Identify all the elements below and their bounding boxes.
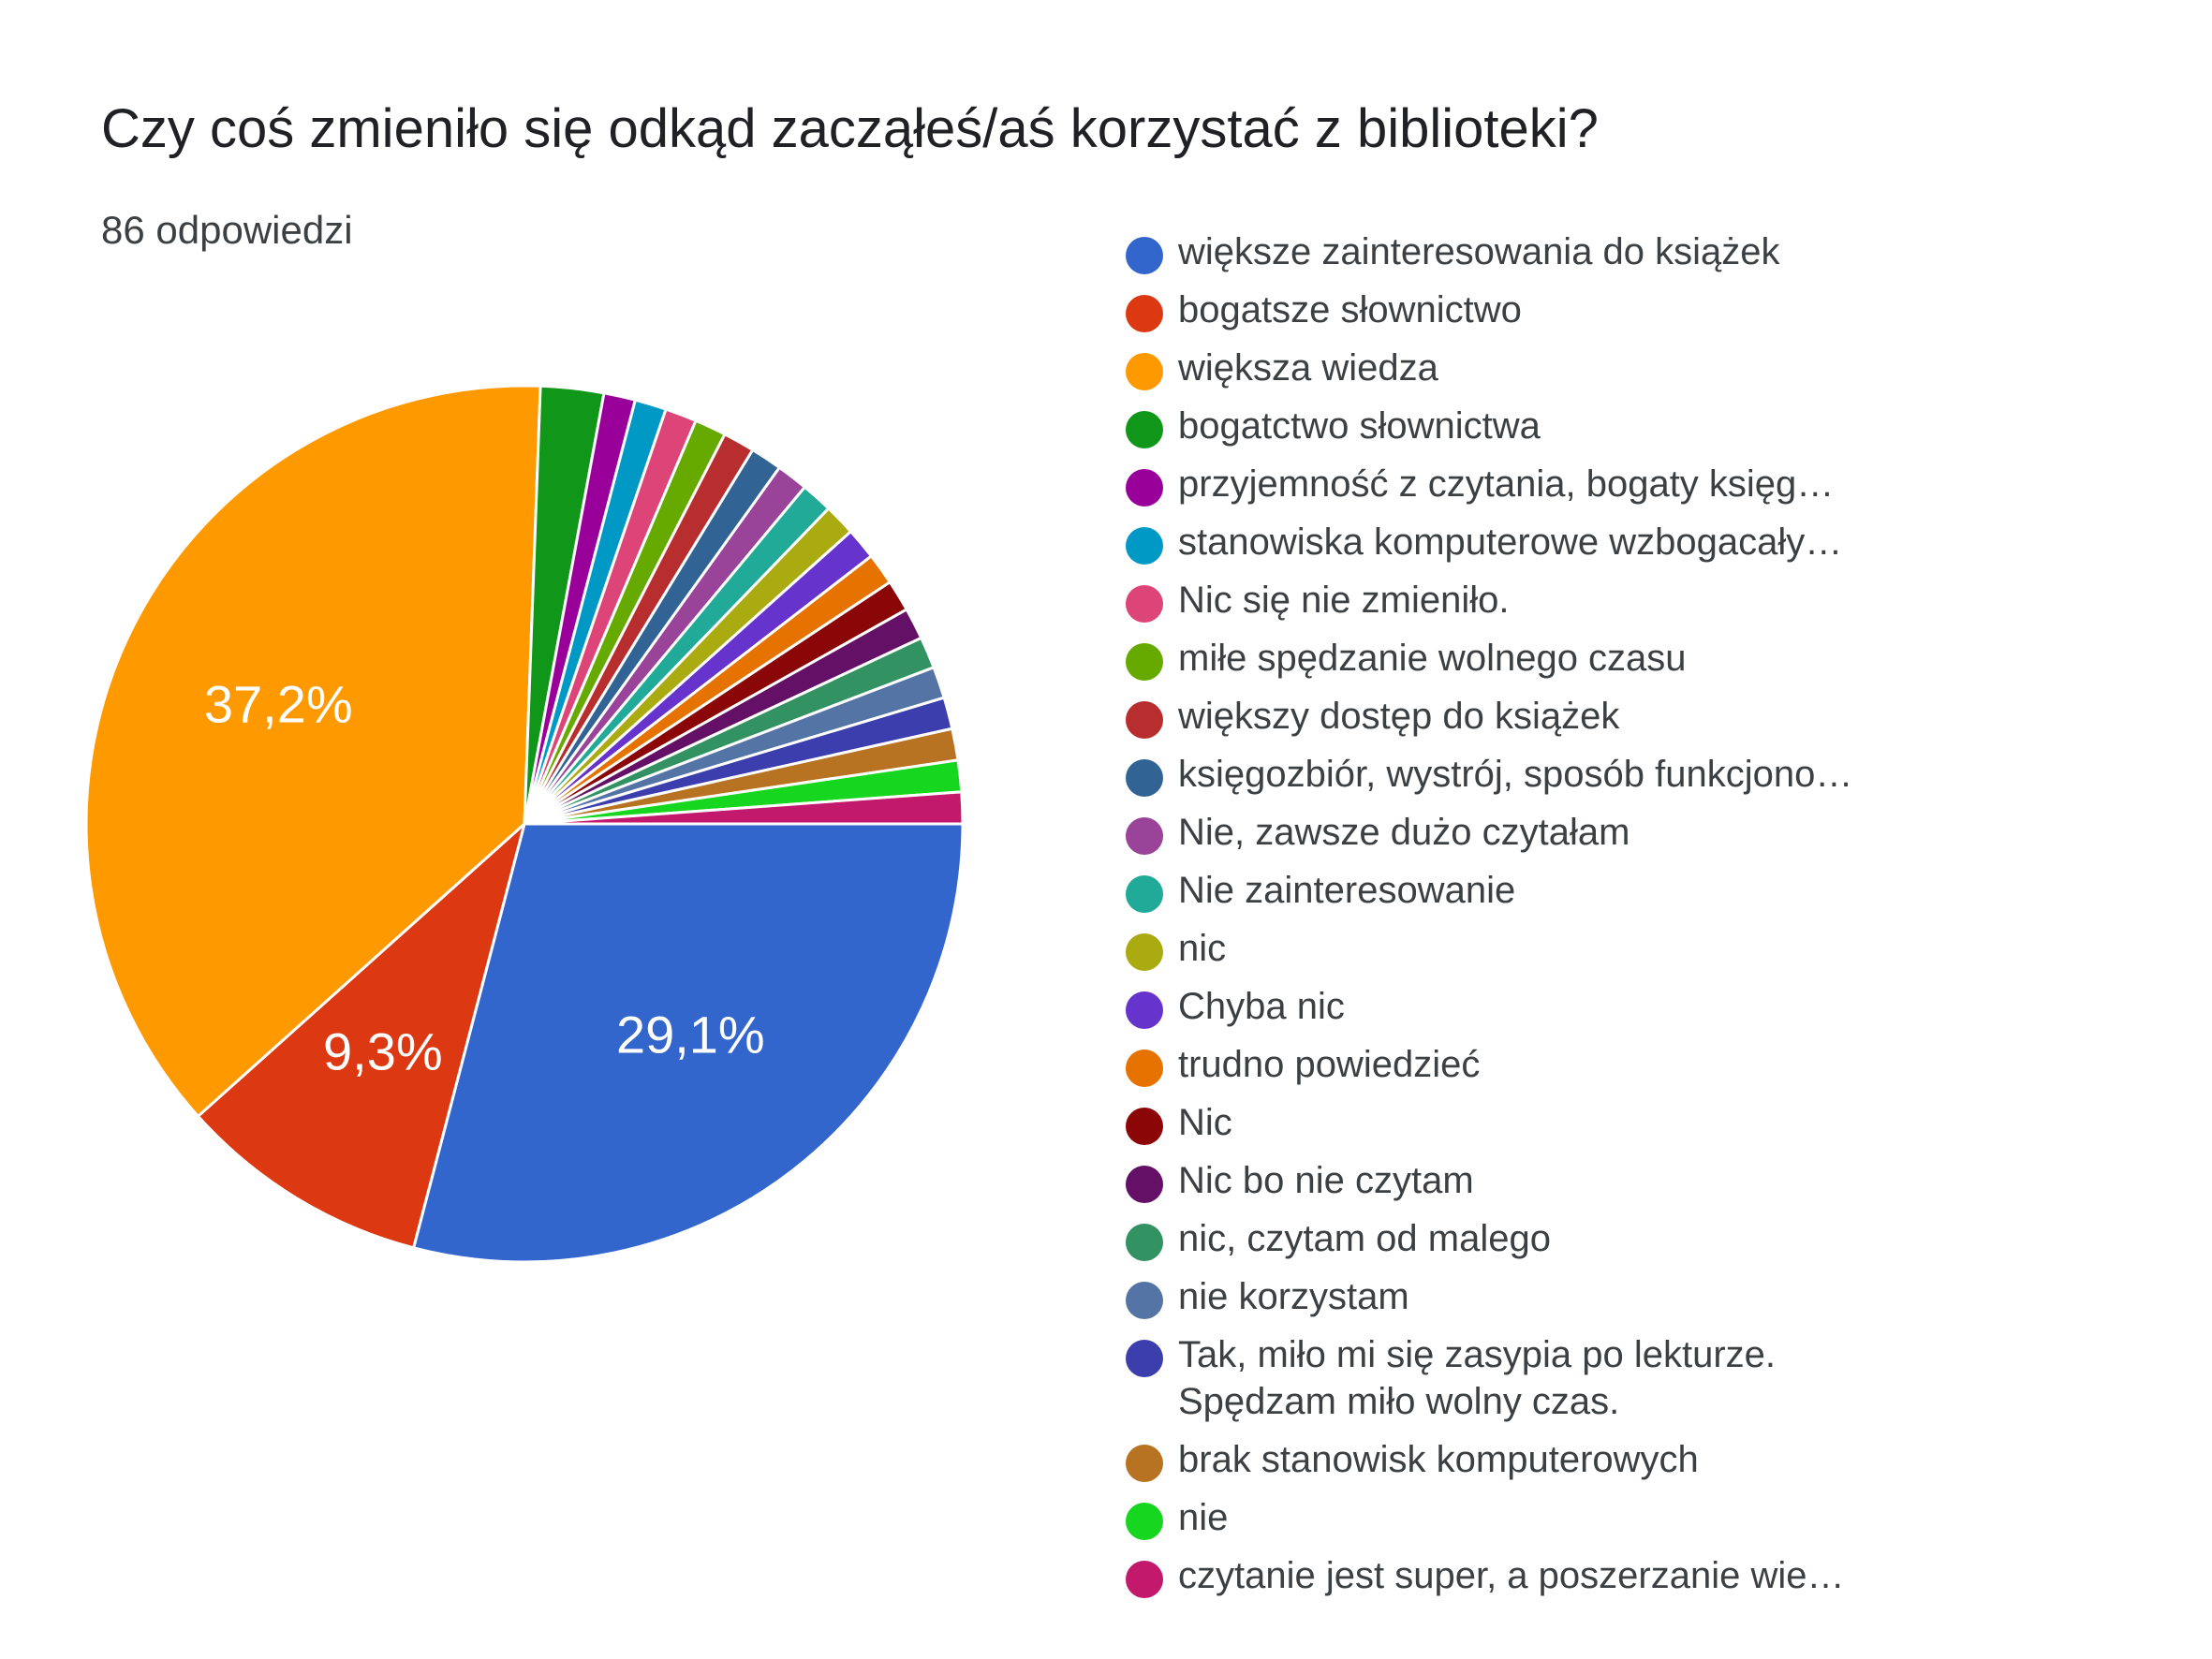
legend-label: czytanie jest super, a poszerzanie wie… — [1178, 1555, 1845, 1596]
legend-color-dot — [1126, 353, 1163, 390]
legend-label: miłe spędzanie wolnego czasu — [1178, 638, 1687, 679]
pie-slice-3[interactable] — [84, 384, 542, 1119]
legend-color-dot — [1126, 527, 1163, 565]
legend-label: Tak, miło mi się zasypia po lekturze. Spę… — [1178, 1334, 1777, 1422]
legend-label: bogatctwo słownictwa — [1178, 405, 1541, 447]
legend-label: nic, czytam od malego — [1178, 1218, 1551, 1259]
legend-color-dot — [1126, 991, 1163, 1029]
legend-label: nie korzystam — [1178, 1276, 1409, 1317]
pie-chart: 29,1% 9,3% 37,2% — [84, 384, 965, 1264]
slice-percent-label: 29,1% — [616, 1005, 765, 1064]
legend-label: większe zainteresowania do książek — [1178, 231, 1780, 272]
legend-color-dot — [1126, 585, 1163, 623]
legend-label: księgozbiór, wystrój, sposób funkcjono… — [1178, 754, 1853, 795]
legend-color-dot — [1126, 1503, 1163, 1540]
pie-slice-1[interactable] — [411, 822, 965, 1264]
legend-label: Nie, zawsze dużo czytałam — [1178, 812, 1630, 853]
pie-slice-23[interactable] — [524, 790, 965, 826]
legend-color-dot — [1126, 411, 1163, 448]
legend-color-dot — [1126, 1224, 1163, 1261]
chart-legend: większe zainteresowania do książek bogats… — [1126, 0, 2175, 1659]
chart-title: Czy coś zmieniło się odkąd zacząłeś/aś k… — [101, 98, 1599, 159]
legend-color-dot — [1126, 295, 1163, 332]
legend-label: brak stanowisk komputerowych — [1178, 1439, 1699, 1480]
legend-label: Nie zainteresowanie — [1178, 870, 1516, 911]
legend-color-dot — [1126, 469, 1163, 507]
legend-color-dot — [1126, 643, 1163, 681]
slice-percent-label: 9,3% — [323, 1021, 443, 1080]
legend-color-dot — [1126, 1108, 1163, 1145]
legend-color-dot — [1126, 1445, 1163, 1482]
legend-color-dot — [1126, 1561, 1163, 1598]
legend-label: Nic się nie zmieniło. — [1178, 580, 1510, 621]
legend-color-dot — [1126, 237, 1163, 274]
legend-color-dot — [1126, 1050, 1163, 1087]
legend-color-dot — [1126, 817, 1163, 855]
legend-label: Nic — [1178, 1102, 1232, 1143]
legend-color-dot — [1126, 1340, 1163, 1377]
legend-label: trudno powiedzieć — [1178, 1044, 1481, 1085]
legend-label: bogatsze słownictwo — [1178, 289, 1522, 330]
legend-color-dot — [1126, 1282, 1163, 1319]
legend-color-dot — [1126, 759, 1163, 797]
legend-label: nic — [1178, 928, 1227, 969]
slice-percent-label: 37,2% — [204, 675, 353, 734]
legend-label: większa wiedza — [1178, 347, 1438, 389]
legend-label: Nic bo nie czytam — [1178, 1160, 1474, 1201]
legend-color-dot — [1126, 701, 1163, 739]
legend-label: stanowiska komputerowe wzbogacały… — [1178, 521, 1843, 563]
legend-label: nie — [1178, 1497, 1229, 1538]
legend-color-dot — [1126, 1166, 1163, 1203]
legend-label: przyjemność z czytania, bogaty księg… — [1178, 463, 1835, 505]
legend-color-dot — [1126, 933, 1163, 971]
pie-slice-2[interactable] — [196, 819, 527, 1250]
response-count: 86 odpowiedzi — [101, 208, 353, 252]
legend-label: większy dostęp do książek — [1178, 696, 1620, 737]
legend-label: Chyba nic — [1178, 986, 1345, 1027]
legend-color-dot — [1126, 875, 1163, 913]
